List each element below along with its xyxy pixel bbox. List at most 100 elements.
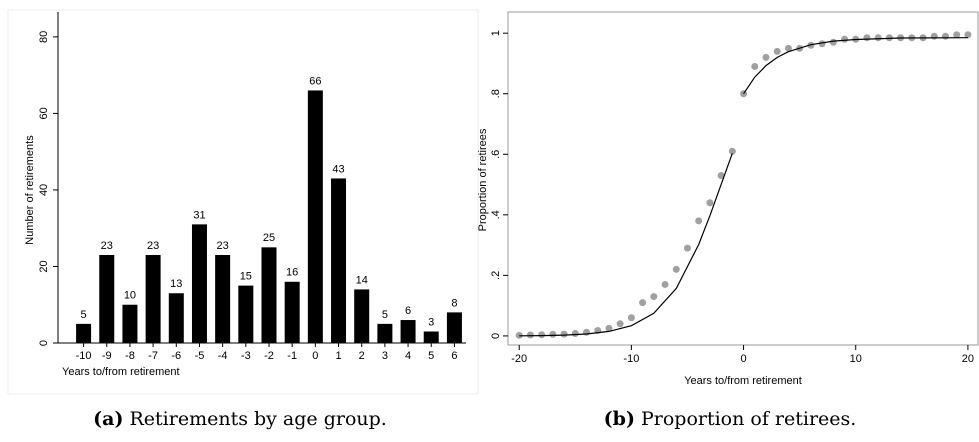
x-tick-label: -7	[148, 350, 158, 362]
data-label: 15	[240, 271, 252, 283]
point	[627, 314, 635, 322]
point	[695, 217, 703, 225]
point	[526, 331, 534, 339]
data-label: 8	[451, 297, 457, 309]
data-label: 23	[147, 240, 159, 252]
x-axis-label: Years to/from retirement	[62, 366, 180, 378]
x-tick-label: 4	[405, 350, 411, 362]
bar	[261, 247, 277, 343]
point	[650, 293, 658, 301]
x-tick-label: -8	[125, 350, 135, 362]
point	[661, 280, 669, 288]
y-tick-label: 40	[38, 184, 50, 196]
y-tick-label: .6	[490, 150, 502, 159]
point	[549, 330, 557, 338]
panel-frame	[7, 9, 479, 395]
point	[717, 171, 725, 179]
bar	[331, 178, 347, 343]
x-tick-label: 0	[312, 350, 318, 362]
x-tick-label: -4	[218, 350, 228, 362]
x-tick-label: 2	[359, 350, 365, 362]
y-tick-label: .2	[490, 271, 502, 280]
point	[829, 38, 837, 46]
point	[941, 32, 949, 40]
fit-line	[519, 37, 968, 337]
data-label: 10	[124, 290, 136, 302]
bar	[145, 254, 161, 343]
y-tick-label: .8	[490, 89, 502, 98]
x-tick-label: -20	[511, 353, 527, 365]
y-tick-label: 0	[38, 340, 50, 346]
x-tick-label: -3	[241, 350, 251, 362]
bar	[122, 304, 138, 343]
point	[538, 331, 546, 339]
point	[784, 44, 792, 52]
y-tick-label: 20	[38, 260, 50, 272]
x-tick-label: -10	[76, 350, 92, 362]
point	[560, 330, 568, 338]
x-axis-label: Years to/from retirement	[684, 375, 802, 387]
bar	[168, 293, 184, 343]
caption-text: Proportion of retirees.	[641, 408, 856, 430]
point	[841, 35, 849, 43]
data-label: 23	[101, 240, 113, 252]
point	[751, 62, 759, 70]
x-tick-label: 1	[335, 350, 341, 362]
bar	[423, 331, 439, 343]
x-tick-label: -9	[102, 350, 112, 362]
point	[863, 34, 871, 42]
bar	[446, 312, 462, 343]
data-label: 3	[428, 316, 434, 328]
bar	[377, 323, 393, 343]
x-tick-label: 5	[428, 350, 434, 362]
point	[762, 53, 770, 61]
x-tick-label: 6	[451, 350, 457, 362]
point	[874, 34, 882, 42]
bar	[99, 254, 115, 343]
x-tick-label: 3	[382, 350, 388, 362]
y-axis-label: Proportion of retirees	[477, 128, 489, 231]
point	[740, 90, 748, 98]
bar	[238, 285, 254, 343]
point	[672, 265, 680, 273]
bar	[191, 224, 207, 343]
bar	[215, 254, 231, 343]
data-label: 43	[332, 163, 344, 175]
y-tick-label: .4	[490, 210, 502, 219]
caption-text: Retirements by age group.	[129, 408, 386, 430]
y-tick-label: 0	[490, 333, 502, 339]
bar	[307, 90, 323, 343]
data-label: 6	[405, 305, 411, 317]
data-label: 5	[382, 309, 388, 321]
y-axis-label: Number of retirements	[24, 135, 36, 245]
data-label: 5	[81, 309, 87, 321]
x-tick-label: 0	[740, 353, 746, 365]
point	[706, 199, 714, 207]
x-tick-label: -6	[171, 350, 181, 362]
bar	[76, 323, 92, 343]
caption-label: (b)	[604, 408, 635, 430]
bar	[354, 289, 370, 343]
point	[616, 320, 624, 328]
data-label: 14	[356, 274, 368, 286]
data-label: 23	[217, 240, 229, 252]
point	[639, 299, 647, 307]
caption: (b) Proportion of retirees.	[604, 408, 857, 430]
point	[773, 47, 781, 55]
x-tick-label: -2	[264, 350, 274, 362]
x-tick-label: -10	[623, 353, 639, 365]
data-label: 16	[286, 267, 298, 279]
y-tick-label: 80	[38, 31, 50, 43]
point	[953, 31, 961, 39]
data-label: 13	[170, 278, 182, 290]
x-tick-label: -5	[195, 350, 205, 362]
plot-frame	[507, 11, 979, 346]
x-tick-label: 20	[962, 353, 974, 365]
point	[605, 324, 613, 332]
point	[885, 34, 893, 42]
x-tick-label: -1	[287, 350, 297, 362]
data-label: 66	[309, 75, 321, 87]
x-tick-label: 10	[850, 353, 862, 365]
